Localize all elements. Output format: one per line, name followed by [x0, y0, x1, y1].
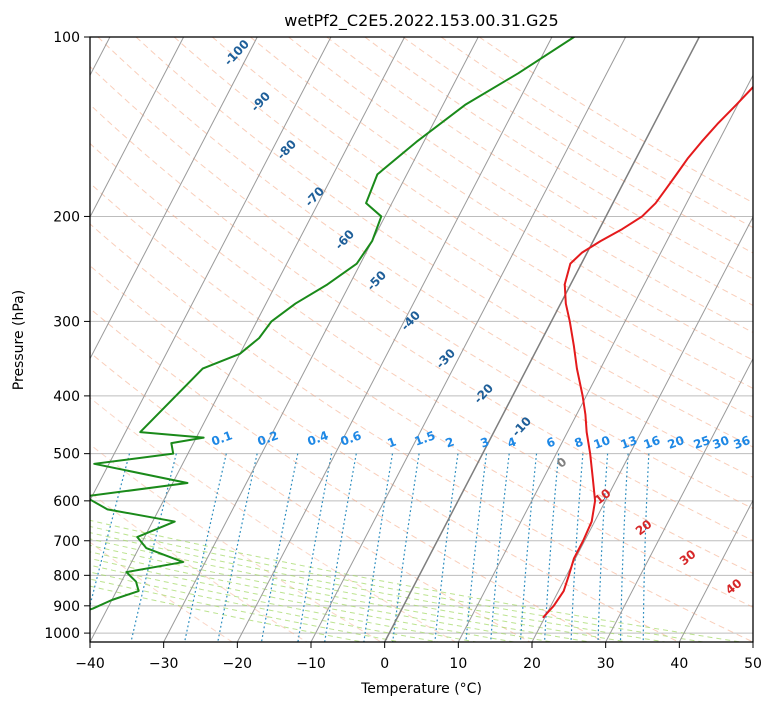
dry-adiabat-260 [90, 491, 307, 642]
y-tick-label-100: 100 [53, 30, 80, 46]
x-tick-label-0: 0 [380, 656, 389, 672]
isotherm-30 [605, 357, 753, 642]
isotherm--60 [90, 37, 258, 360]
x-tick-label--40: −40 [75, 656, 105, 672]
y-tick-label-300: 300 [53, 314, 80, 330]
isotherm--10 [310, 37, 627, 642]
y-tick-label-200: 200 [53, 209, 80, 225]
dry-adiabat-420 [288, 37, 753, 333]
isotherm-20 [531, 215, 753, 642]
moist-adiabats-layer [90, 519, 741, 642]
dry-adiabat-300 [90, 307, 605, 642]
mixing-ratio-label-2: 0.2 [255, 428, 280, 448]
mixing-ratio-line-13 [519, 453, 538, 642]
x-tick-label--20: −20 [223, 656, 253, 672]
y-axis-label: Pressure (hPa) [11, 290, 27, 390]
mixing-ratio-line-14 [543, 453, 560, 642]
dry-adiabat-310 [90, 265, 679, 642]
dry-adiabat-320 [90, 223, 753, 642]
dry-adiabat-410 [250, 37, 753, 361]
x-axis-label: Temperature (°C) [360, 681, 482, 697]
dry-adiabat-390 [173, 37, 753, 418]
mixing-ratio-label-12: 10 [592, 433, 612, 452]
mixing-ratio-line-5 [260, 453, 299, 642]
mixing-ratio-label-15: 20 [666, 433, 686, 452]
mixing-ratio-line-16 [597, 453, 609, 642]
y-tick-label-600: 600 [53, 494, 80, 510]
mixing-ratio-label-4: 0.6 [338, 428, 363, 448]
mixing-ratio-line-17 [619, 453, 629, 642]
freezing-isotherm [384, 37, 700, 642]
chart-title: wetPf2_C2E5.2022.153.00.31.G25 [284, 11, 558, 31]
mixing-ratio-line-12 [490, 453, 510, 642]
mixing-ratio-line-7 [324, 453, 357, 642]
mixing-ratio-line-18 [642, 453, 650, 642]
mixing-ratio-label-13: 13 [619, 433, 639, 452]
freezing-layer [384, 37, 700, 642]
dry-adiabat-270 [90, 443, 382, 642]
y-tick-label-700: 700 [53, 534, 80, 550]
mixing-ratio-line-11 [465, 453, 488, 642]
moist-adiabat-30 [90, 532, 666, 642]
temperature-profile-line [542, 85, 753, 619]
dry-adiabat-380 [135, 37, 753, 448]
mixing-ratio-label-1: 0.1 [209, 428, 234, 448]
moist-adiabat--10 [90, 585, 363, 642]
x-tick-label-50: 50 [744, 656, 762, 672]
isotherm-40 [678, 499, 753, 642]
y-tick-label-900: 900 [53, 599, 80, 615]
x-tick-label-10: 10 [449, 656, 467, 672]
dry-adiabat-340 [90, 142, 753, 574]
dry-adiabat-360 [90, 65, 753, 510]
dry-adiabat-400 [211, 37, 753, 389]
mixing-ratio-label-3: 0.4 [305, 428, 330, 448]
mixing-ratio-label-18: 36 [732, 433, 752, 452]
isotherm--70 [90, 37, 185, 219]
plot-area: -100-90-80-70-60-50-40-30-20-100.1 0.2 0.4… [90, 37, 753, 642]
dewpoint-profile-line [90, 37, 576, 611]
x-axis: −40 −30 −20 −10 0 10 20 30 40 50 [75, 642, 762, 672]
x-tick-label-20: 20 [523, 656, 541, 672]
dry-adiabat-430 [326, 37, 753, 306]
isotherm-10 [457, 74, 753, 642]
series-layer [90, 37, 753, 619]
y-axis: 100 200 300 400 500 600 700 800 900 1000 [44, 30, 90, 642]
x-tick-label--30: −30 [149, 656, 179, 672]
mixing-ratio-line-15 [570, 453, 584, 642]
dry-adiabat-330 [90, 182, 753, 608]
y-tick-label-800: 800 [53, 568, 80, 584]
mixing-ratio-line-1 [90, 453, 131, 608]
x-tick-label--10: −10 [296, 656, 326, 672]
mixing-ratio-label-16: 25 [692, 433, 712, 452]
mixing-ratio-layer [90, 453, 650, 642]
x-tick-label-40: 40 [670, 656, 688, 672]
moist-adiabat-35 [90, 525, 704, 642]
moist-adiabat-0 [90, 571, 439, 642]
x-tick-label-30: 30 [597, 656, 615, 672]
isotherm--50 [90, 37, 332, 502]
isotherm--30 [163, 37, 479, 642]
y-tick-label-1000: 1000 [44, 626, 80, 642]
y-tick-label-500: 500 [53, 447, 80, 463]
mixing-ratio-label-6: 1.5 [412, 428, 437, 448]
moist-adiabat-20 [90, 544, 590, 642]
dry-adiabat-370 [97, 37, 753, 478]
mixing-ratio-line-4 [217, 453, 258, 642]
mixing-ratio-label-14: 16 [642, 433, 662, 452]
mixing-ratio-line-6 [297, 453, 333, 642]
isotherm--40 [90, 37, 406, 642]
isotherm--20 [236, 37, 553, 642]
mixing-ratio-label-17: 30 [711, 433, 731, 452]
y-tick-label-400: 400 [53, 389, 80, 405]
moist-adiabat-15 [90, 551, 552, 642]
dry-adiabat-350 [90, 103, 753, 542]
plot-frame [89, 36, 754, 643]
